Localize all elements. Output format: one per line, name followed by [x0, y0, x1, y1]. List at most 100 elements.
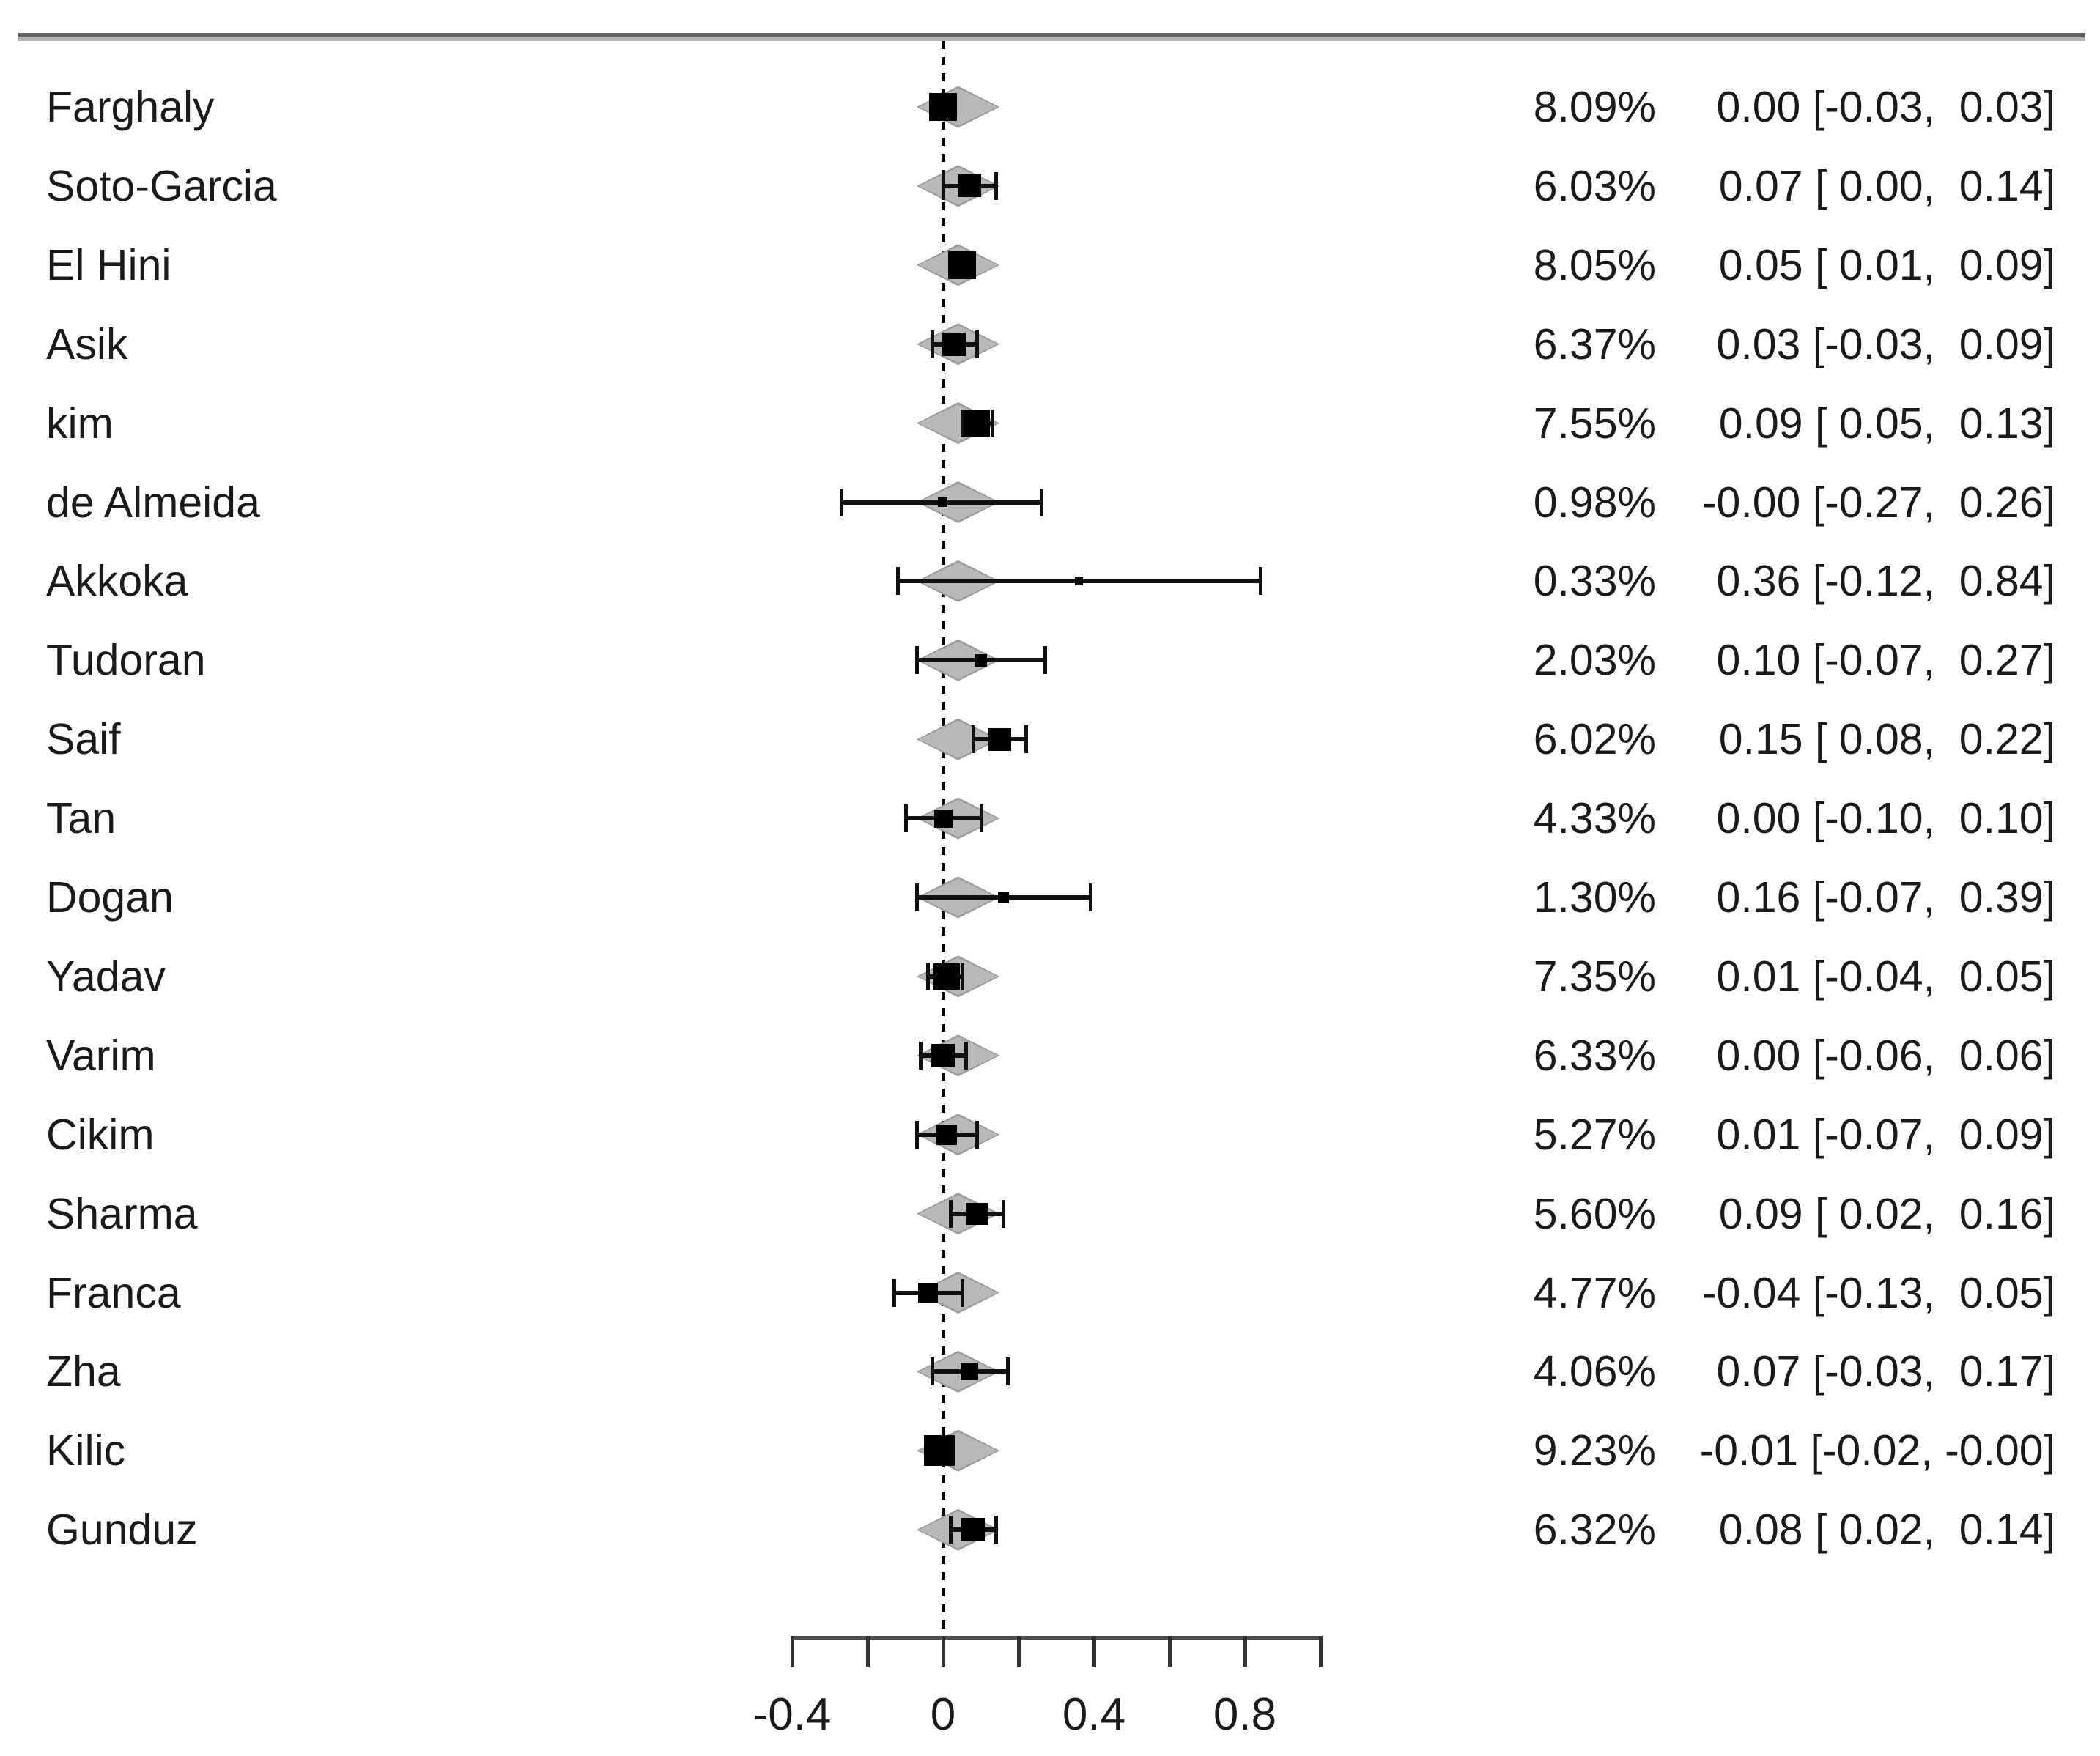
weight-percent-label: 8.09%: [1533, 83, 1656, 131]
x-axis-tick: [1092, 1636, 1096, 1667]
ci-whisker-cap: [892, 1278, 897, 1307]
effect-ci-label: 0.05 [ 0.01, 0.09]: [1718, 240, 2055, 289]
ci-whisker-cap: [1005, 1357, 1010, 1386]
ci-whisker-cap: [930, 330, 934, 358]
effect-ci-label: 0.16 [-0.07, 0.39]: [1716, 873, 2056, 922]
weight-percent-label: 5.60%: [1533, 1189, 1656, 1238]
effect-ci-label: 0.09 [ 0.05, 0.13]: [1718, 399, 2055, 448]
x-axis-tick-label: 0.8: [1213, 1689, 1277, 1740]
ci-whisker-cap: [994, 171, 999, 200]
weight-percent-label: 0.98%: [1533, 478, 1656, 527]
ci-whisker-cap: [903, 804, 908, 833]
ci-whisker-cap: [926, 962, 931, 990]
study-label: Sharma: [46, 1189, 198, 1238]
weight-percent-label: 9.23%: [1533, 1426, 1656, 1475]
estimate-square-marker: [958, 174, 981, 198]
estimate-square-marker: [975, 653, 987, 667]
effect-ci-label: 0.07 [-0.03, 0.17]: [1716, 1347, 2056, 1396]
effect-ci-label: 0.10 [-0.07, 0.27]: [1716, 636, 2056, 685]
ci-whisker-cap: [990, 409, 994, 437]
ci-whisker-cap: [949, 1199, 953, 1228]
x-axis-line: [791, 1636, 1323, 1640]
ci-whisker-cap: [994, 1516, 999, 1544]
weight-percent-label: 8.05%: [1533, 240, 1656, 289]
ci-whisker-cap: [949, 1516, 953, 1544]
forest-row: Tudoran 2.03% 0.10 [-0.07, 0.27]: [0, 620, 2100, 700]
effect-ci-label: 0.01 [-0.04, 0.05]: [1716, 952, 2056, 1001]
ci-whisker-cap: [914, 1120, 919, 1149]
weight-percent-label: 6.37%: [1533, 319, 1656, 368]
ci-whisker-cap: [1024, 725, 1029, 754]
study-label: Franca: [46, 1268, 181, 1317]
x-axis-tick: [1168, 1636, 1172, 1667]
ci-whisker-cap: [1258, 567, 1262, 596]
forest-row: Tan 4.33% 0.00 [-0.10, 0.10]: [0, 779, 2100, 858]
ci-whisker-cap: [975, 1120, 980, 1149]
x-axis-tick-label: 0.4: [1062, 1689, 1126, 1740]
forest-row: El Hini 8.05% 0.05 [ 0.01, 0.09]: [0, 226, 2100, 305]
forest-row: de Almeida 0.98% -0.00 [-0.27, 0.26]: [0, 463, 2100, 542]
ci-whisker-cap: [979, 804, 983, 833]
study-label: Kilic: [46, 1426, 126, 1475]
effect-ci-label: -0.04 [-0.13, 0.05]: [1701, 1268, 2055, 1317]
estimate-square-marker: [988, 727, 1011, 751]
weight-percent-label: 4.33%: [1533, 794, 1656, 843]
forest-row: Yadav 7.35% 0.01 [-0.04, 0.05]: [0, 937, 2100, 1016]
estimate-square-marker: [917, 1283, 938, 1303]
ci-whisker-cap: [839, 488, 843, 516]
study-label: Zha: [46, 1347, 121, 1396]
effect-ci-label: 0.09 [ 0.02, 0.16]: [1718, 1189, 2055, 1238]
forest-row: Cikim 5.27% 0.01 [-0.07, 0.09]: [0, 1095, 2100, 1174]
estimate-square-marker: [997, 892, 1009, 903]
weight-percent-label: 6.33%: [1533, 1031, 1656, 1080]
ci-whisker-cap: [960, 962, 964, 990]
estimate-square-marker: [947, 251, 976, 279]
x-axis-tick: [866, 1636, 870, 1667]
forest-row: Akkoka 0.33% 0.36 [-0.12, 0.84]: [0, 541, 2100, 620]
forest-row: Saif 6.02% 0.15 [ 0.08, 0.22]: [0, 700, 2100, 779]
weight-percent-label: 6.02%: [1533, 715, 1656, 764]
forest-row: Dogan 1.30% 0.16 [-0.07, 0.39]: [0, 858, 2100, 937]
ci-whisker-cap: [919, 1041, 923, 1070]
weight-percent-label: 7.35%: [1533, 952, 1656, 1001]
study-label: Dogan: [46, 873, 174, 922]
estimate-square-marker: [942, 332, 966, 356]
ci-whisker-cap: [1043, 646, 1048, 675]
estimate-square-marker: [961, 1363, 979, 1381]
estimate-square-marker: [1074, 577, 1083, 585]
study-label: de Almeida: [46, 478, 260, 527]
ci-whisker-cap: [1088, 883, 1092, 911]
effect-ci-label: -0.01 [-0.02, -0.00]: [1699, 1426, 2055, 1475]
ci-whisker-cap: [964, 1041, 968, 1070]
top-rule-divider: [18, 33, 2085, 41]
forest-row: Zha 4.06% 0.07 [-0.03, 0.17]: [0, 1332, 2100, 1411]
weight-percent-label: 4.77%: [1533, 1268, 1656, 1317]
zero-reference-dashed-line: [942, 41, 945, 1636]
estimate-square-marker: [961, 1518, 986, 1542]
study-label: Farghaly: [46, 83, 215, 131]
weight-percent-label: 2.03%: [1533, 636, 1656, 685]
x-axis-tick-label: 0: [930, 1689, 956, 1740]
ci-whisker-cap: [1002, 1199, 1006, 1228]
ci-whisker-cap: [972, 725, 976, 754]
weight-percent-label: 1.30%: [1533, 873, 1656, 922]
estimate-square-marker: [966, 1202, 988, 1225]
weight-percent-label: 0.33%: [1533, 557, 1656, 606]
weight-percent-label: 4.06%: [1533, 1347, 1656, 1396]
ci-whisker-cap: [914, 646, 919, 675]
forest-row: Varim 6.33% 0.00 [-0.06, 0.06]: [0, 1016, 2100, 1095]
effect-ci-label: 0.00 [-0.03, 0.03]: [1716, 83, 2056, 131]
study-label: Akkoka: [46, 557, 188, 606]
study-label: Tudoran: [46, 636, 206, 685]
ci-whisker-cap: [896, 567, 901, 596]
effect-ci-label: 0.36 [-0.12, 0.84]: [1716, 557, 2056, 606]
study-label: kim: [46, 399, 114, 448]
effect-ci-label: -0.00 [-0.27, 0.26]: [1701, 478, 2055, 527]
x-axis-tick: [1319, 1636, 1323, 1667]
estimate-square-marker: [929, 93, 957, 121]
forest-row: Asik 6.37% 0.03 [-0.03, 0.09]: [0, 305, 2100, 384]
x-axis-tick-label: -0.4: [753, 1689, 832, 1740]
ci-whisker-cap: [975, 330, 980, 358]
effect-ci-label: 0.15 [ 0.08, 0.22]: [1718, 715, 2055, 764]
ci-whisker-cap: [1039, 488, 1043, 516]
